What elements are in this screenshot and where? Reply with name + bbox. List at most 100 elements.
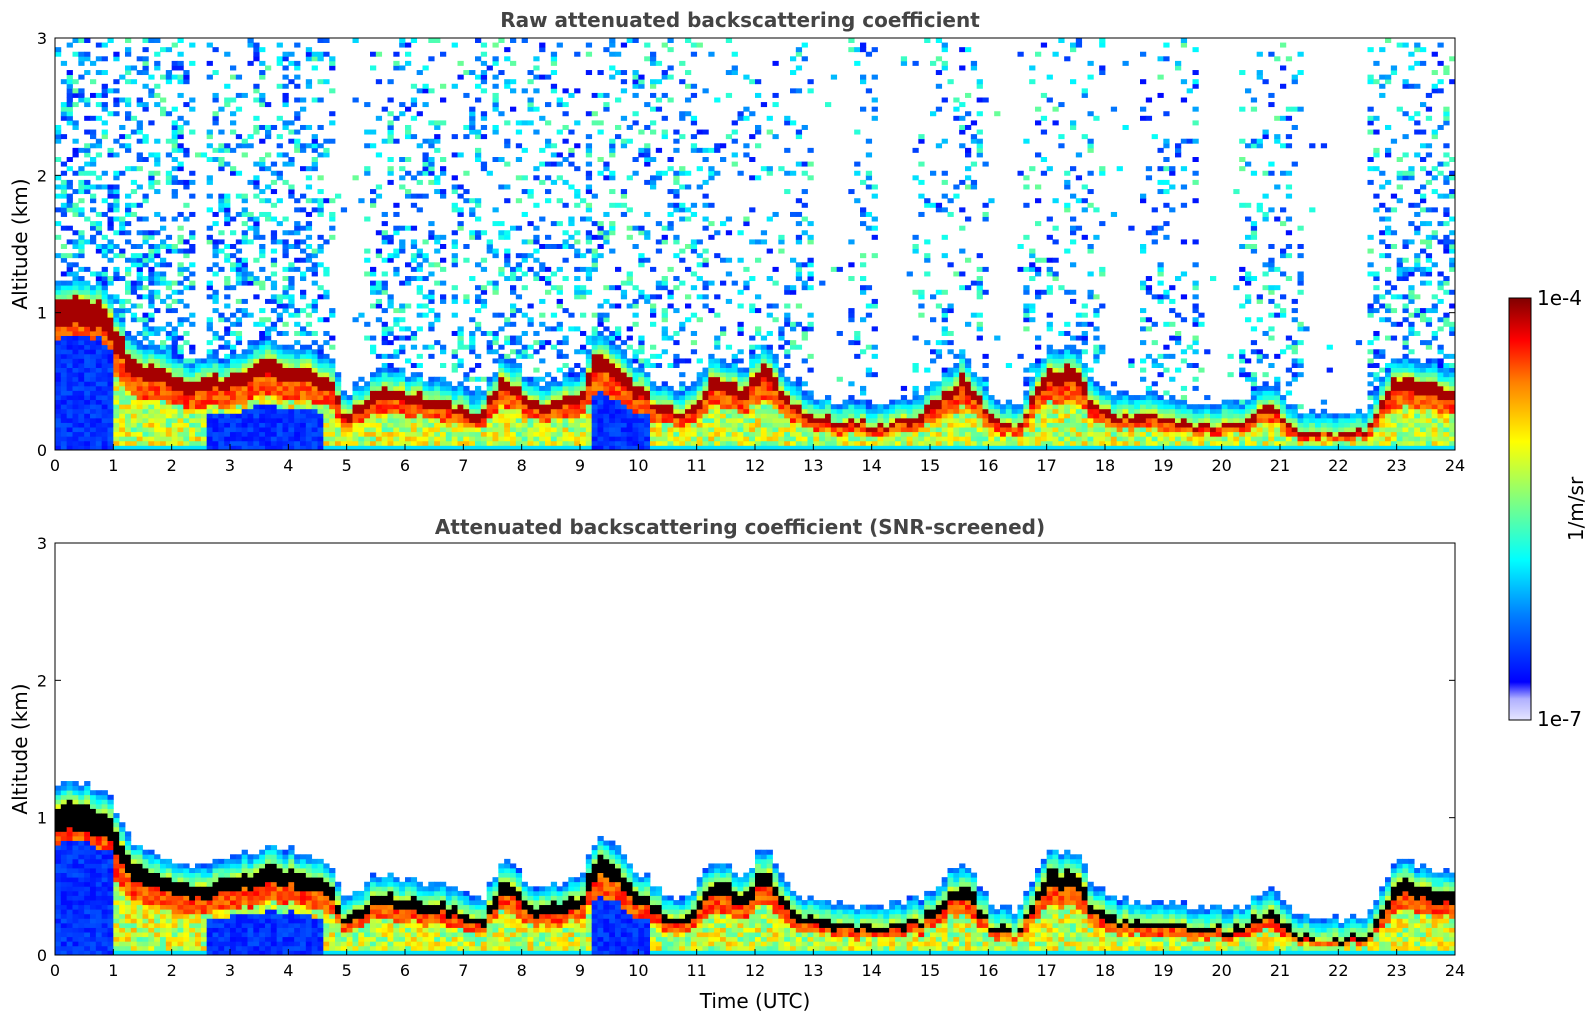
- heatmap-cell: [399, 38, 406, 43]
- heatmap-cell: [451, 427, 458, 433]
- heatmap-cell: [585, 216, 593, 222]
- heatmap-cell: [288, 408, 295, 414]
- heatmap-cell: [323, 353, 330, 359]
- heatmap-cell: [661, 74, 668, 80]
- heatmap-cell: [440, 440, 447, 446]
- heatmap-cell: [218, 445, 225, 451]
- heatmap-cell: [574, 422, 581, 428]
- heatmap-cell: [790, 417, 797, 423]
- heatmap-cell: [259, 427, 266, 433]
- heatmap-cell: [113, 413, 120, 419]
- heatmap-cell: [393, 431, 400, 437]
- heatmap-cell: [282, 399, 289, 405]
- heatmap-cell: [375, 390, 383, 396]
- heatmap-cell: [440, 170, 447, 176]
- heatmap-cell: [515, 175, 523, 181]
- heatmap-cell: [189, 60, 196, 66]
- heatmap-cell: [615, 385, 622, 391]
- heatmap-cell: [90, 349, 97, 355]
- heatmap-cell: [410, 239, 418, 245]
- heatmap-cell: [434, 138, 441, 144]
- heatmap-cell: [655, 390, 663, 396]
- heatmap-cell: [778, 445, 785, 451]
- heatmap-cell: [224, 363, 231, 368]
- heatmap-cell: [294, 60, 301, 66]
- heatmap-cell: [230, 427, 237, 433]
- heatmap-cell: [784, 321, 791, 327]
- heatmap-cell: [247, 179, 254, 185]
- heatmap-cell: [410, 363, 418, 368]
- heatmap-cell: [749, 404, 756, 410]
- heatmap-cell: [90, 404, 97, 410]
- heatmap-cell: [679, 111, 686, 117]
- heatmap-cell: [329, 363, 336, 368]
- heatmap-cell: [667, 157, 674, 162]
- heatmap-cell: [521, 431, 528, 437]
- heatmap-cell: [725, 271, 733, 277]
- heatmap-cell: [597, 372, 604, 378]
- heatmap-cell: [422, 399, 429, 405]
- heatmap-cell: [72, 321, 79, 327]
- heatmap-cell: [504, 234, 511, 240]
- heatmap-cell: [276, 372, 283, 378]
- heatmap-cell: [259, 390, 266, 396]
- heatmap-cell: [323, 198, 330, 204]
- heatmap-cell: [597, 253, 604, 259]
- heatmap-cell: [626, 399, 633, 405]
- heatmap-cell: [615, 353, 622, 359]
- heatmap-cell: [370, 143, 377, 149]
- heatmap-cell: [440, 404, 447, 410]
- heatmap-cell: [492, 358, 499, 364]
- heatmap-cell: [661, 134, 668, 140]
- heatmap-cell: [743, 216, 750, 222]
- heatmap-cell: [661, 445, 668, 451]
- heatmap-cell: [247, 399, 254, 405]
- heatmap-cell: [515, 335, 523, 341]
- heatmap-cell: [609, 340, 616, 346]
- heatmap-cell: [510, 422, 517, 428]
- heatmap-cell: [708, 385, 715, 391]
- heatmap-cell: [340, 431, 348, 437]
- heatmap-cell: [340, 408, 348, 414]
- heatmap-cell: [661, 381, 668, 387]
- heatmap-cell: [690, 390, 698, 396]
- heatmap-cell: [486, 330, 493, 336]
- heatmap-cell: [375, 193, 383, 199]
- heatmap-cell: [766, 358, 773, 364]
- heatmap-cell: [259, 244, 266, 249]
- heatmap-cell: [475, 129, 482, 135]
- heatmap-cell: [253, 395, 260, 401]
- heatmap-cell: [101, 106, 108, 112]
- heatmap-cell: [370, 335, 377, 341]
- heatmap-cell: [119, 390, 126, 396]
- heatmap-cell: [772, 376, 779, 382]
- heatmap-cell: [597, 221, 604, 227]
- heatmap-cell: [457, 427, 464, 433]
- heatmap-cell: [323, 38, 330, 43]
- heatmap-cell: [504, 372, 511, 378]
- heatmap-cell: [125, 408, 132, 414]
- heatmap-cell: [457, 221, 464, 227]
- heatmap-cell: [585, 248, 593, 254]
- heatmap-cell: [743, 445, 750, 451]
- heatmap-cell: [381, 381, 388, 387]
- heatmap-cell: [72, 280, 79, 286]
- heatmap-cell: [387, 422, 394, 428]
- heatmap-cell: [387, 417, 394, 423]
- heatmap-cell: [101, 440, 108, 446]
- heatmap-cell: [755, 445, 762, 451]
- heatmap-cell: [615, 70, 622, 76]
- heatmap-cell: [160, 372, 167, 378]
- heatmap-cell: [95, 422, 103, 428]
- heatmap-cell: [265, 152, 272, 158]
- heatmap-cell: [136, 363, 143, 368]
- heatmap-cell: [136, 372, 143, 378]
- heatmap-cell: [375, 152, 383, 158]
- heatmap-cell: [720, 326, 727, 332]
- heatmap-cell: [603, 234, 610, 240]
- heatmap-cell: [760, 335, 768, 341]
- heatmap-cell: [177, 376, 184, 382]
- heatmap-cell: [795, 161, 803, 167]
- heatmap-cell: [218, 390, 225, 396]
- heatmap-cell: [317, 436, 324, 442]
